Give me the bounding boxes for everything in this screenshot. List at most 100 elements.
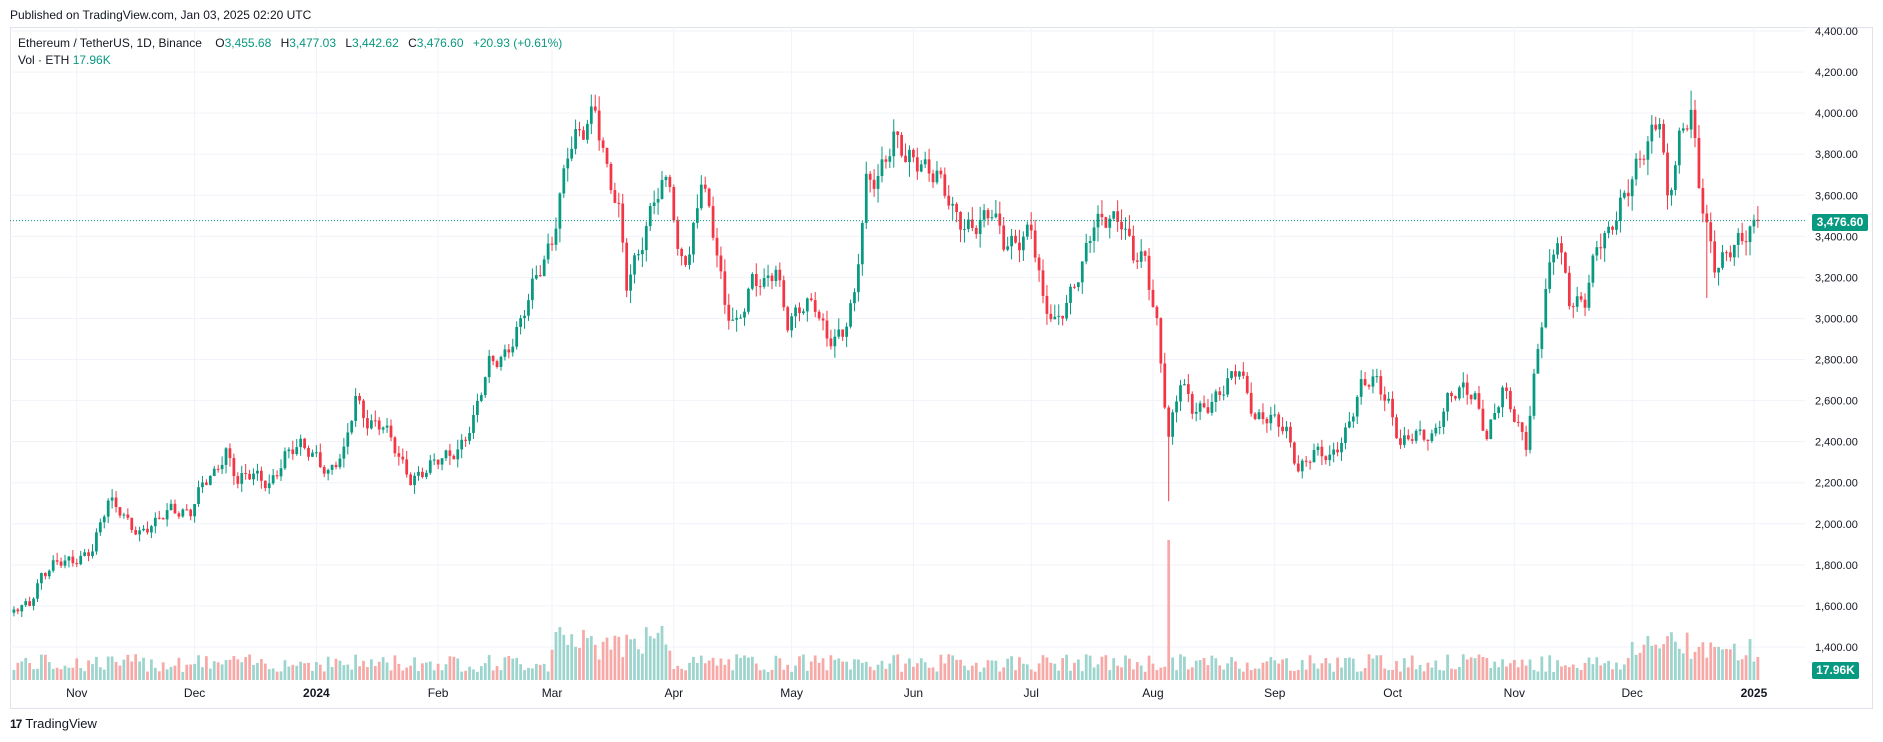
candle-body	[1238, 371, 1241, 377]
y-tick-label: 2,800.00	[1815, 355, 1858, 367]
candle-body	[963, 229, 966, 231]
y-tick-label: 4,400.00	[1815, 26, 1858, 38]
volume-bar	[868, 666, 872, 680]
volume-bar	[923, 662, 927, 680]
candle-body	[1281, 426, 1284, 432]
candle-body	[102, 516, 106, 523]
volume-bar	[173, 665, 177, 680]
volume-bar	[1579, 669, 1583, 680]
candle-body	[299, 438, 303, 448]
volume-bar	[314, 662, 318, 680]
candle-body	[362, 400, 365, 419]
candle-body	[637, 254, 640, 256]
volume-bar	[1422, 671, 1426, 680]
candle-body	[1469, 394, 1473, 400]
candle-body	[562, 168, 566, 194]
candle-body	[640, 250, 644, 255]
volume-bar	[998, 671, 1002, 680]
volume-bar	[405, 667, 409, 680]
volume-bar	[417, 671, 420, 680]
candle-body	[515, 326, 519, 347]
candle-body	[1387, 398, 1391, 401]
candle-body	[40, 573, 43, 584]
volume-bar	[1261, 662, 1265, 680]
candle-body	[1202, 403, 1206, 408]
candle-body	[1135, 260, 1139, 262]
volume-bar	[1473, 658, 1477, 680]
candle-body	[43, 573, 47, 577]
candle-body	[982, 210, 986, 220]
candle-body	[695, 208, 699, 223]
volume-bar	[970, 665, 974, 680]
volume-bar	[118, 665, 122, 680]
candle-body	[731, 319, 735, 321]
candle-body	[931, 173, 935, 183]
volume-bar	[153, 667, 157, 680]
volume-bar	[1469, 657, 1473, 680]
volume-bar	[1045, 657, 1049, 680]
volume-bar	[1053, 663, 1057, 680]
x-tick-label: May	[780, 686, 803, 700]
volume-bar	[554, 632, 558, 680]
candle-body	[240, 473, 244, 484]
volume-bar	[28, 663, 32, 680]
candle-body	[1422, 429, 1426, 440]
volume-bar	[1092, 667, 1096, 680]
volume-bar	[747, 657, 750, 680]
volume-bar	[534, 663, 538, 680]
legend-high-label: H	[280, 36, 290, 50]
candle-body	[566, 158, 570, 169]
volume-bar	[837, 658, 841, 680]
legend-close-value: 3,476.60	[416, 36, 464, 50]
volume-bar	[369, 659, 373, 680]
volume-bar	[1697, 646, 1701, 680]
volume-bar	[1355, 671, 1359, 680]
candle-body	[1171, 412, 1175, 437]
volume-bar	[1717, 646, 1720, 680]
candle-body	[888, 156, 892, 162]
candle-body	[860, 222, 864, 265]
volume-bar	[59, 669, 63, 680]
volume-bar	[110, 656, 114, 680]
volume-bar	[872, 670, 876, 680]
candle-body	[904, 155, 907, 163]
candle-body	[330, 464, 334, 470]
volume-bar	[668, 650, 672, 680]
candle-body	[558, 193, 562, 229]
x-tick-label: 2024	[303, 686, 330, 700]
candle-body	[220, 464, 224, 470]
volume-bar	[307, 662, 310, 680]
volume-bar	[452, 656, 456, 680]
candle-body	[1414, 430, 1418, 441]
volume-bar	[546, 671, 550, 680]
volume-bar	[1450, 668, 1453, 680]
candle-body	[373, 420, 377, 422]
volume-bar	[1124, 655, 1127, 680]
candle-body	[1214, 391, 1218, 402]
volume-bar	[1426, 662, 1430, 680]
volume-bar	[1571, 664, 1575, 680]
volume-bar	[1477, 654, 1481, 680]
candle-body	[1450, 392, 1453, 397]
volume-bar	[794, 665, 797, 680]
volume-bar	[1689, 658, 1693, 680]
volume-bar	[743, 655, 746, 680]
candle-body	[130, 517, 134, 531]
y-tick-label: 2,200.00	[1815, 478, 1858, 490]
x-tick-label: Oct	[1383, 686, 1402, 700]
volume-bar	[295, 665, 299, 680]
candle-body	[1037, 257, 1041, 271]
candle-body	[1151, 289, 1155, 307]
volume-bar	[460, 671, 464, 680]
volume-bar	[904, 663, 907, 680]
legend-open-value: 3,455.68	[224, 36, 272, 50]
volume-bar	[841, 661, 845, 680]
volume-bar	[515, 657, 519, 680]
volume-bar	[1359, 671, 1363, 680]
candle-body	[1587, 282, 1591, 308]
candle-body	[1461, 382, 1465, 388]
candle-body	[177, 513, 181, 517]
volume-bar	[593, 644, 597, 680]
candle-body	[644, 226, 648, 251]
